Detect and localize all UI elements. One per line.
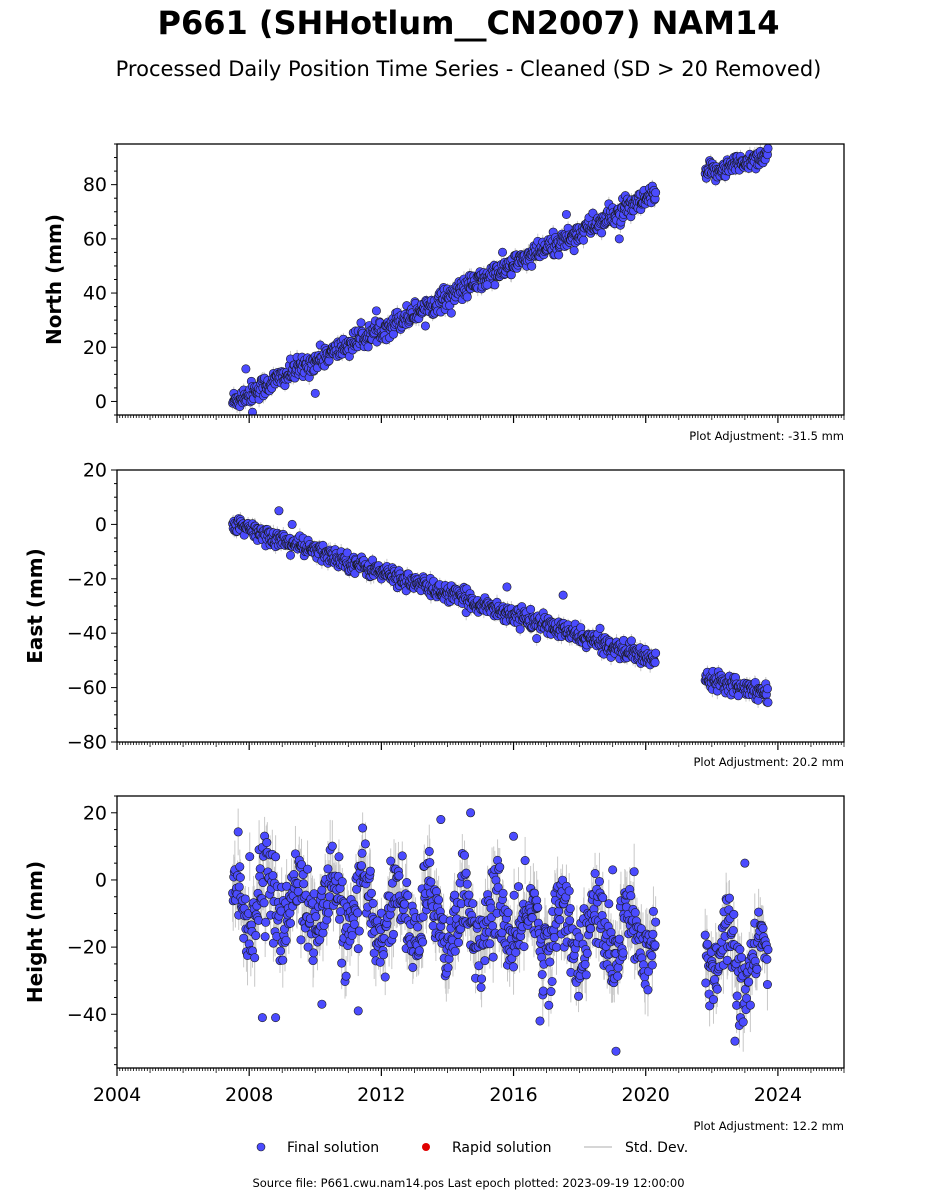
- data-point: [420, 321, 430, 331]
- y-tick-label: 0: [95, 514, 107, 536]
- outlier-point: [558, 590, 568, 600]
- chart-subtitle: Processed Daily Position Time Series - C…: [115, 57, 822, 81]
- data-point: [762, 684, 772, 694]
- plot-adjustment: Plot Adjustment: 20.2 mm: [693, 755, 844, 769]
- data-point: [371, 306, 381, 316]
- y-tick-label: −60: [67, 677, 107, 699]
- data-point: [569, 246, 579, 256]
- outlier-point: [310, 388, 320, 398]
- data-point: [363, 342, 373, 352]
- data-point: [578, 235, 588, 245]
- data-area: [228, 808, 773, 1056]
- data-point: [595, 623, 605, 633]
- outlier-point: [247, 407, 257, 415]
- data-point: [626, 636, 636, 646]
- outlier-point: [502, 582, 512, 592]
- y-axis-label: North (mm): [42, 214, 66, 345]
- y-tick-label: 40: [83, 283, 107, 305]
- final-solution-points: [228, 506, 773, 707]
- y-tick-label: 80: [83, 174, 107, 196]
- data-point: [554, 250, 564, 260]
- data-point: [597, 228, 607, 238]
- y-tick-label: −40: [67, 623, 107, 645]
- plot-adjustment: Plot Adjustment: -31.5 mm: [689, 429, 844, 443]
- y-tick-label: −20: [67, 568, 107, 590]
- outlier-point: [287, 519, 297, 529]
- data-point: [650, 658, 660, 668]
- data-point: [763, 697, 773, 707]
- data-point: [285, 550, 295, 560]
- outlier-point: [274, 506, 284, 516]
- data-point: [515, 624, 525, 634]
- data-point: [651, 188, 661, 198]
- data-area: [228, 506, 773, 708]
- y-tick-label: −80: [67, 732, 107, 754]
- data-point: [462, 292, 472, 302]
- y-tick-label: 20: [83, 337, 107, 359]
- outlier-point: [241, 364, 251, 374]
- data-point: [446, 308, 456, 318]
- outlier-point: [561, 209, 571, 219]
- data-point: [532, 634, 542, 644]
- data-point: [763, 144, 773, 153]
- data-point: [498, 247, 508, 257]
- y-tick-label: 0: [95, 391, 107, 413]
- y-tick-label: 60: [83, 228, 107, 250]
- panel-2: 20 0 −20 −40 −60 −80 East (mm) Plot Adjustment:…: [23, 460, 845, 769]
- data-point: [388, 329, 398, 339]
- data-area: [228, 144, 773, 415]
- data-point: [342, 548, 352, 558]
- data-point: [527, 261, 537, 271]
- outlier-point: [614, 234, 624, 244]
- chart-title: P661 (SHHotlum__CN2007) NAM14: [157, 4, 780, 42]
- outlier-point: [482, 280, 492, 290]
- y-tick-label: 20: [83, 460, 107, 482]
- data-point: [651, 648, 661, 658]
- data-point: [490, 280, 500, 290]
- outlier-point: [733, 691, 743, 701]
- y-axis-label: East (mm): [23, 548, 47, 664]
- panel-1: 0 20 40 60 80 North (mm) Plot Adjustment: -31.…: [42, 143, 845, 443]
- final-solution-points: [228, 144, 773, 415]
- data-point: [356, 318, 366, 328]
- data-point: [526, 604, 536, 614]
